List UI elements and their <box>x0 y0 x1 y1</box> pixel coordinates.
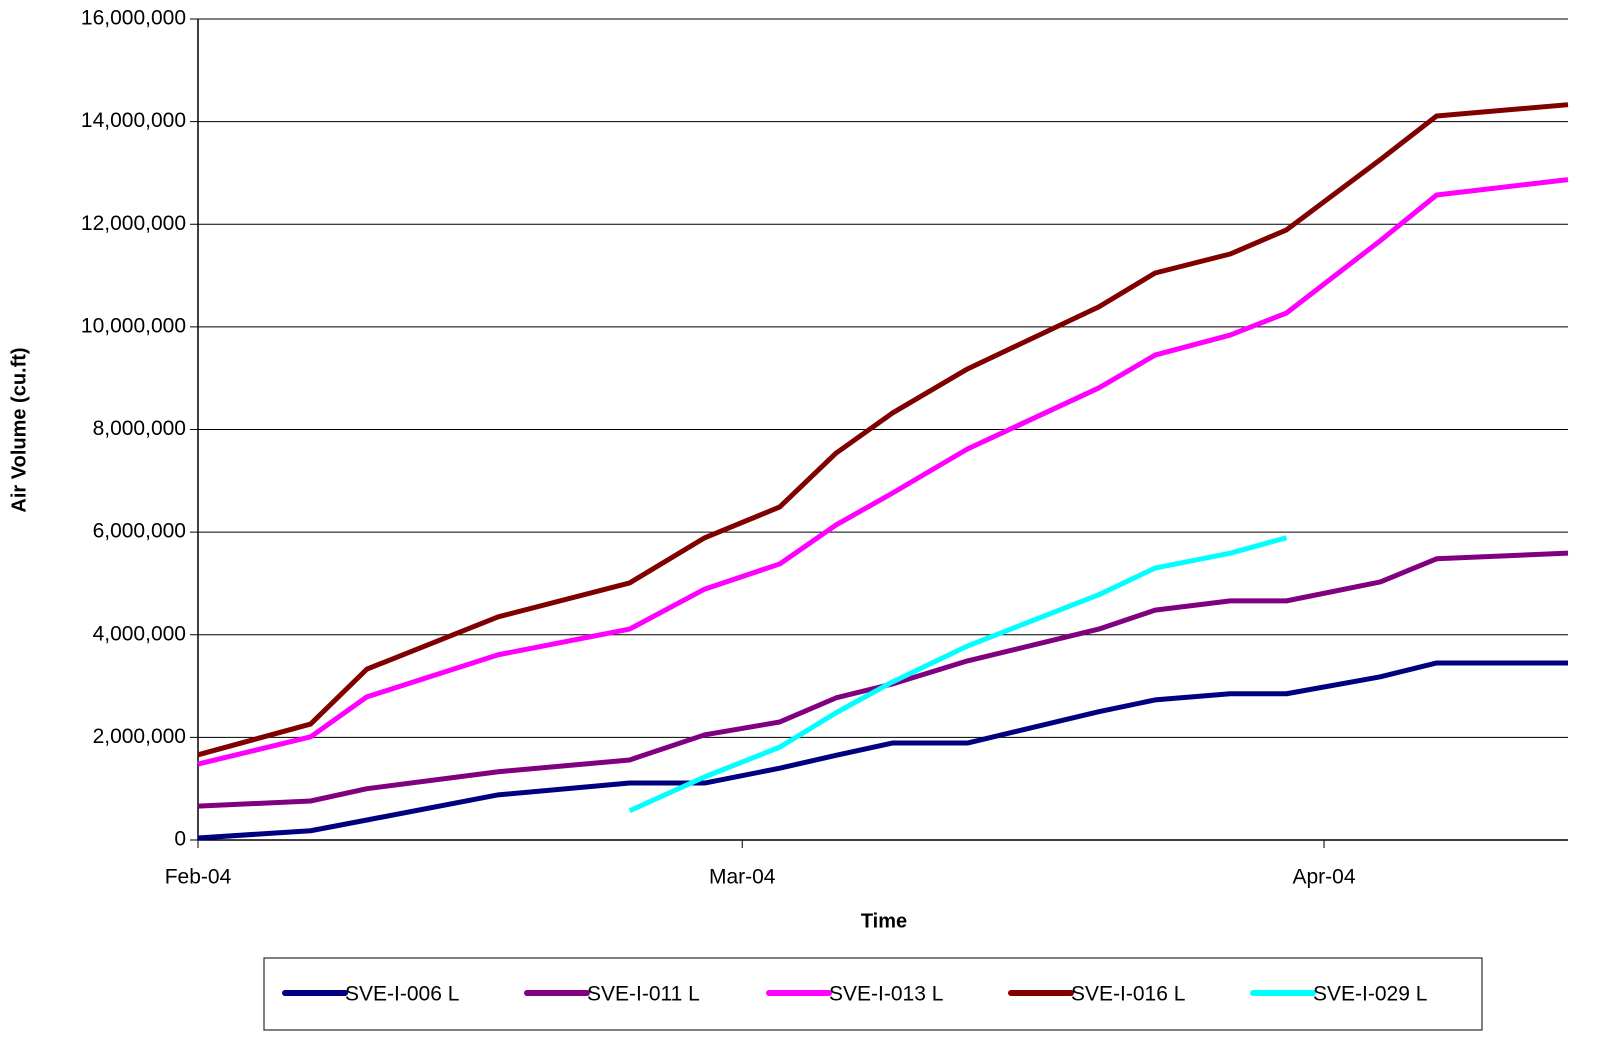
series-line <box>197 177 1569 767</box>
legend-label: SVE-I-011 L <box>587 983 700 1006</box>
y-tick-label: 12,000,000 <box>81 212 186 235</box>
y-tick-label: 0 <box>174 828 186 851</box>
y-tick-label: 2,000,000 <box>93 725 186 748</box>
x-tick-label: Mar-04 <box>709 866 776 889</box>
y-axis-title: Air Volume (cu.ft) <box>8 347 30 512</box>
series-line <box>197 102 1569 758</box>
x-tick-label: Feb-04 <box>165 866 232 889</box>
y-tick-label: 16,000,000 <box>81 7 186 30</box>
series-line <box>628 535 1288 814</box>
legend-label: SVE-I-029 L <box>1313 983 1427 1006</box>
y-tick-label: 10,000,000 <box>81 314 186 337</box>
y-tick-label: 14,000,000 <box>81 109 186 132</box>
legend-label: SVE-I-013 L <box>829 983 943 1006</box>
y-tick-label: 6,000,000 <box>93 520 186 543</box>
y-tick-label: 8,000,000 <box>93 417 186 440</box>
legend-label: SVE-I-016 L <box>1071 983 1185 1006</box>
y-tick-label: 4,000,000 <box>93 622 186 645</box>
x-tick-label: Apr-04 <box>1293 866 1356 889</box>
x-axis-title: Time <box>861 910 907 932</box>
legend-label: SVE-I-006 L <box>345 983 459 1006</box>
series-line <box>197 660 1568 841</box>
